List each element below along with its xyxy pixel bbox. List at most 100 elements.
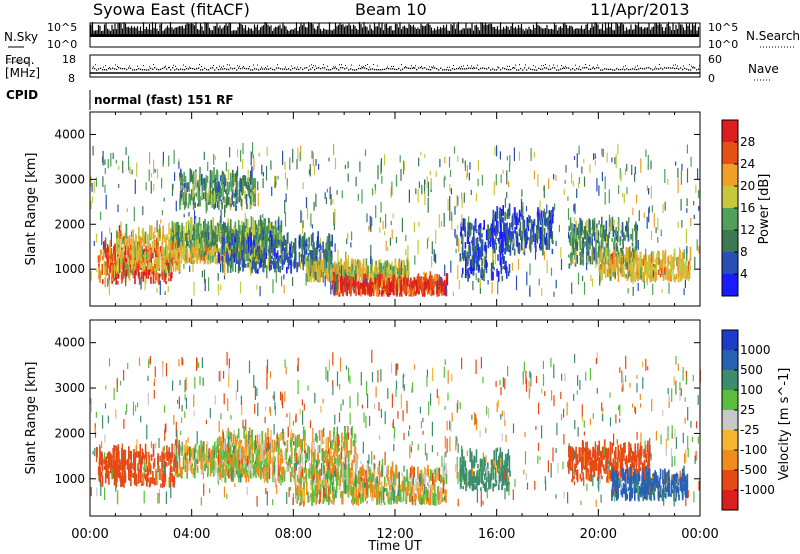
data-cell <box>110 248 113 260</box>
data-cell <box>178 261 181 272</box>
freq-point <box>339 64 340 66</box>
data-cell <box>196 254 199 261</box>
data-cell <box>299 151 301 162</box>
freq-point <box>677 65 678 67</box>
data-cell <box>685 248 688 261</box>
data-cell <box>213 243 216 251</box>
freq-point <box>462 68 464 70</box>
data-cell <box>495 235 497 239</box>
data-cell <box>205 235 207 246</box>
data-cell <box>251 241 254 251</box>
data-cell <box>355 176 357 187</box>
data-cell <box>404 288 407 293</box>
freq-point <box>185 66 186 68</box>
data-cell <box>196 230 199 234</box>
data-cell <box>369 277 372 291</box>
freq-point <box>328 69 330 71</box>
nsearch-label: N.Search <box>746 29 800 43</box>
data-cell <box>353 289 356 294</box>
data-cell <box>157 242 159 256</box>
data-cell <box>180 233 182 242</box>
data-cell <box>473 271 475 276</box>
data-cell <box>595 263 597 268</box>
data-cell <box>468 267 471 271</box>
freq-point <box>514 67 516 69</box>
data-cell <box>586 237 588 251</box>
data-cell <box>137 241 139 250</box>
data-cell <box>380 290 383 297</box>
data-cell <box>313 274 315 282</box>
data-cell <box>249 259 252 265</box>
data-cell <box>214 225 217 238</box>
freq-point <box>358 67 360 70</box>
data-cell <box>463 192 465 203</box>
freq-point <box>237 65 238 67</box>
freq-point <box>540 68 542 70</box>
freq-point <box>148 69 150 71</box>
data-cell <box>617 143 619 155</box>
data-cell <box>365 258 368 272</box>
data-cell <box>630 234 632 240</box>
data-cell <box>465 267 467 278</box>
data-cell <box>227 242 230 247</box>
data-cell <box>312 232 314 243</box>
data-cell <box>679 268 682 282</box>
data-cell <box>225 162 227 172</box>
data-cell <box>624 257 627 267</box>
data-cell <box>277 219 279 231</box>
data-cell <box>179 249 181 256</box>
data-cell <box>579 237 581 247</box>
data-cell <box>388 277 391 291</box>
data-cell <box>449 210 451 221</box>
data-cell <box>171 221 174 233</box>
data-cell <box>632 262 634 271</box>
data-cell <box>328 241 331 247</box>
data-cell <box>110 152 112 167</box>
data-cell <box>127 258 130 269</box>
freq-point <box>138 68 140 70</box>
data-cell <box>183 263 185 269</box>
data-cell <box>658 257 660 265</box>
data-cell <box>147 265 149 279</box>
data-cell <box>500 174 502 184</box>
freq-point <box>351 64 352 66</box>
freq-point <box>602 69 604 71</box>
data-cell <box>404 265 406 278</box>
data-cell <box>351 283 353 289</box>
data-cell <box>122 237 124 244</box>
freq-point <box>124 68 126 70</box>
data-cell <box>368 282 370 287</box>
data-cell <box>659 274 662 278</box>
data-cell <box>277 239 280 244</box>
freq-point <box>252 69 254 71</box>
data-cell <box>152 232 155 240</box>
freq-point <box>297 66 298 68</box>
data-cell <box>227 233 230 240</box>
data-cell <box>366 271 369 277</box>
data-cell <box>693 214 695 219</box>
data-cell <box>200 245 202 255</box>
freq-point <box>236 69 238 71</box>
data-cell <box>226 249 229 256</box>
noise-right-bottom: 10^0 <box>708 38 738 51</box>
freq-point <box>400 69 402 71</box>
data-cell <box>441 278 443 292</box>
data-cell <box>345 283 347 295</box>
data-cell <box>543 208 545 219</box>
freq-point <box>689 64 690 66</box>
data-cell <box>506 238 508 252</box>
data-cell <box>223 223 226 237</box>
data-cell <box>114 263 117 268</box>
data-cell <box>146 265 149 270</box>
data-cell <box>220 248 222 256</box>
data-cell <box>216 244 218 249</box>
data-cell <box>239 254 242 263</box>
data-cell <box>227 245 229 252</box>
data-cell <box>174 172 176 181</box>
freq-point <box>313 64 314 66</box>
data-cell <box>119 257 122 262</box>
data-cell <box>286 266 288 274</box>
freq-point <box>533 65 534 67</box>
data-cell <box>245 218 248 233</box>
data-cell <box>447 273 449 286</box>
